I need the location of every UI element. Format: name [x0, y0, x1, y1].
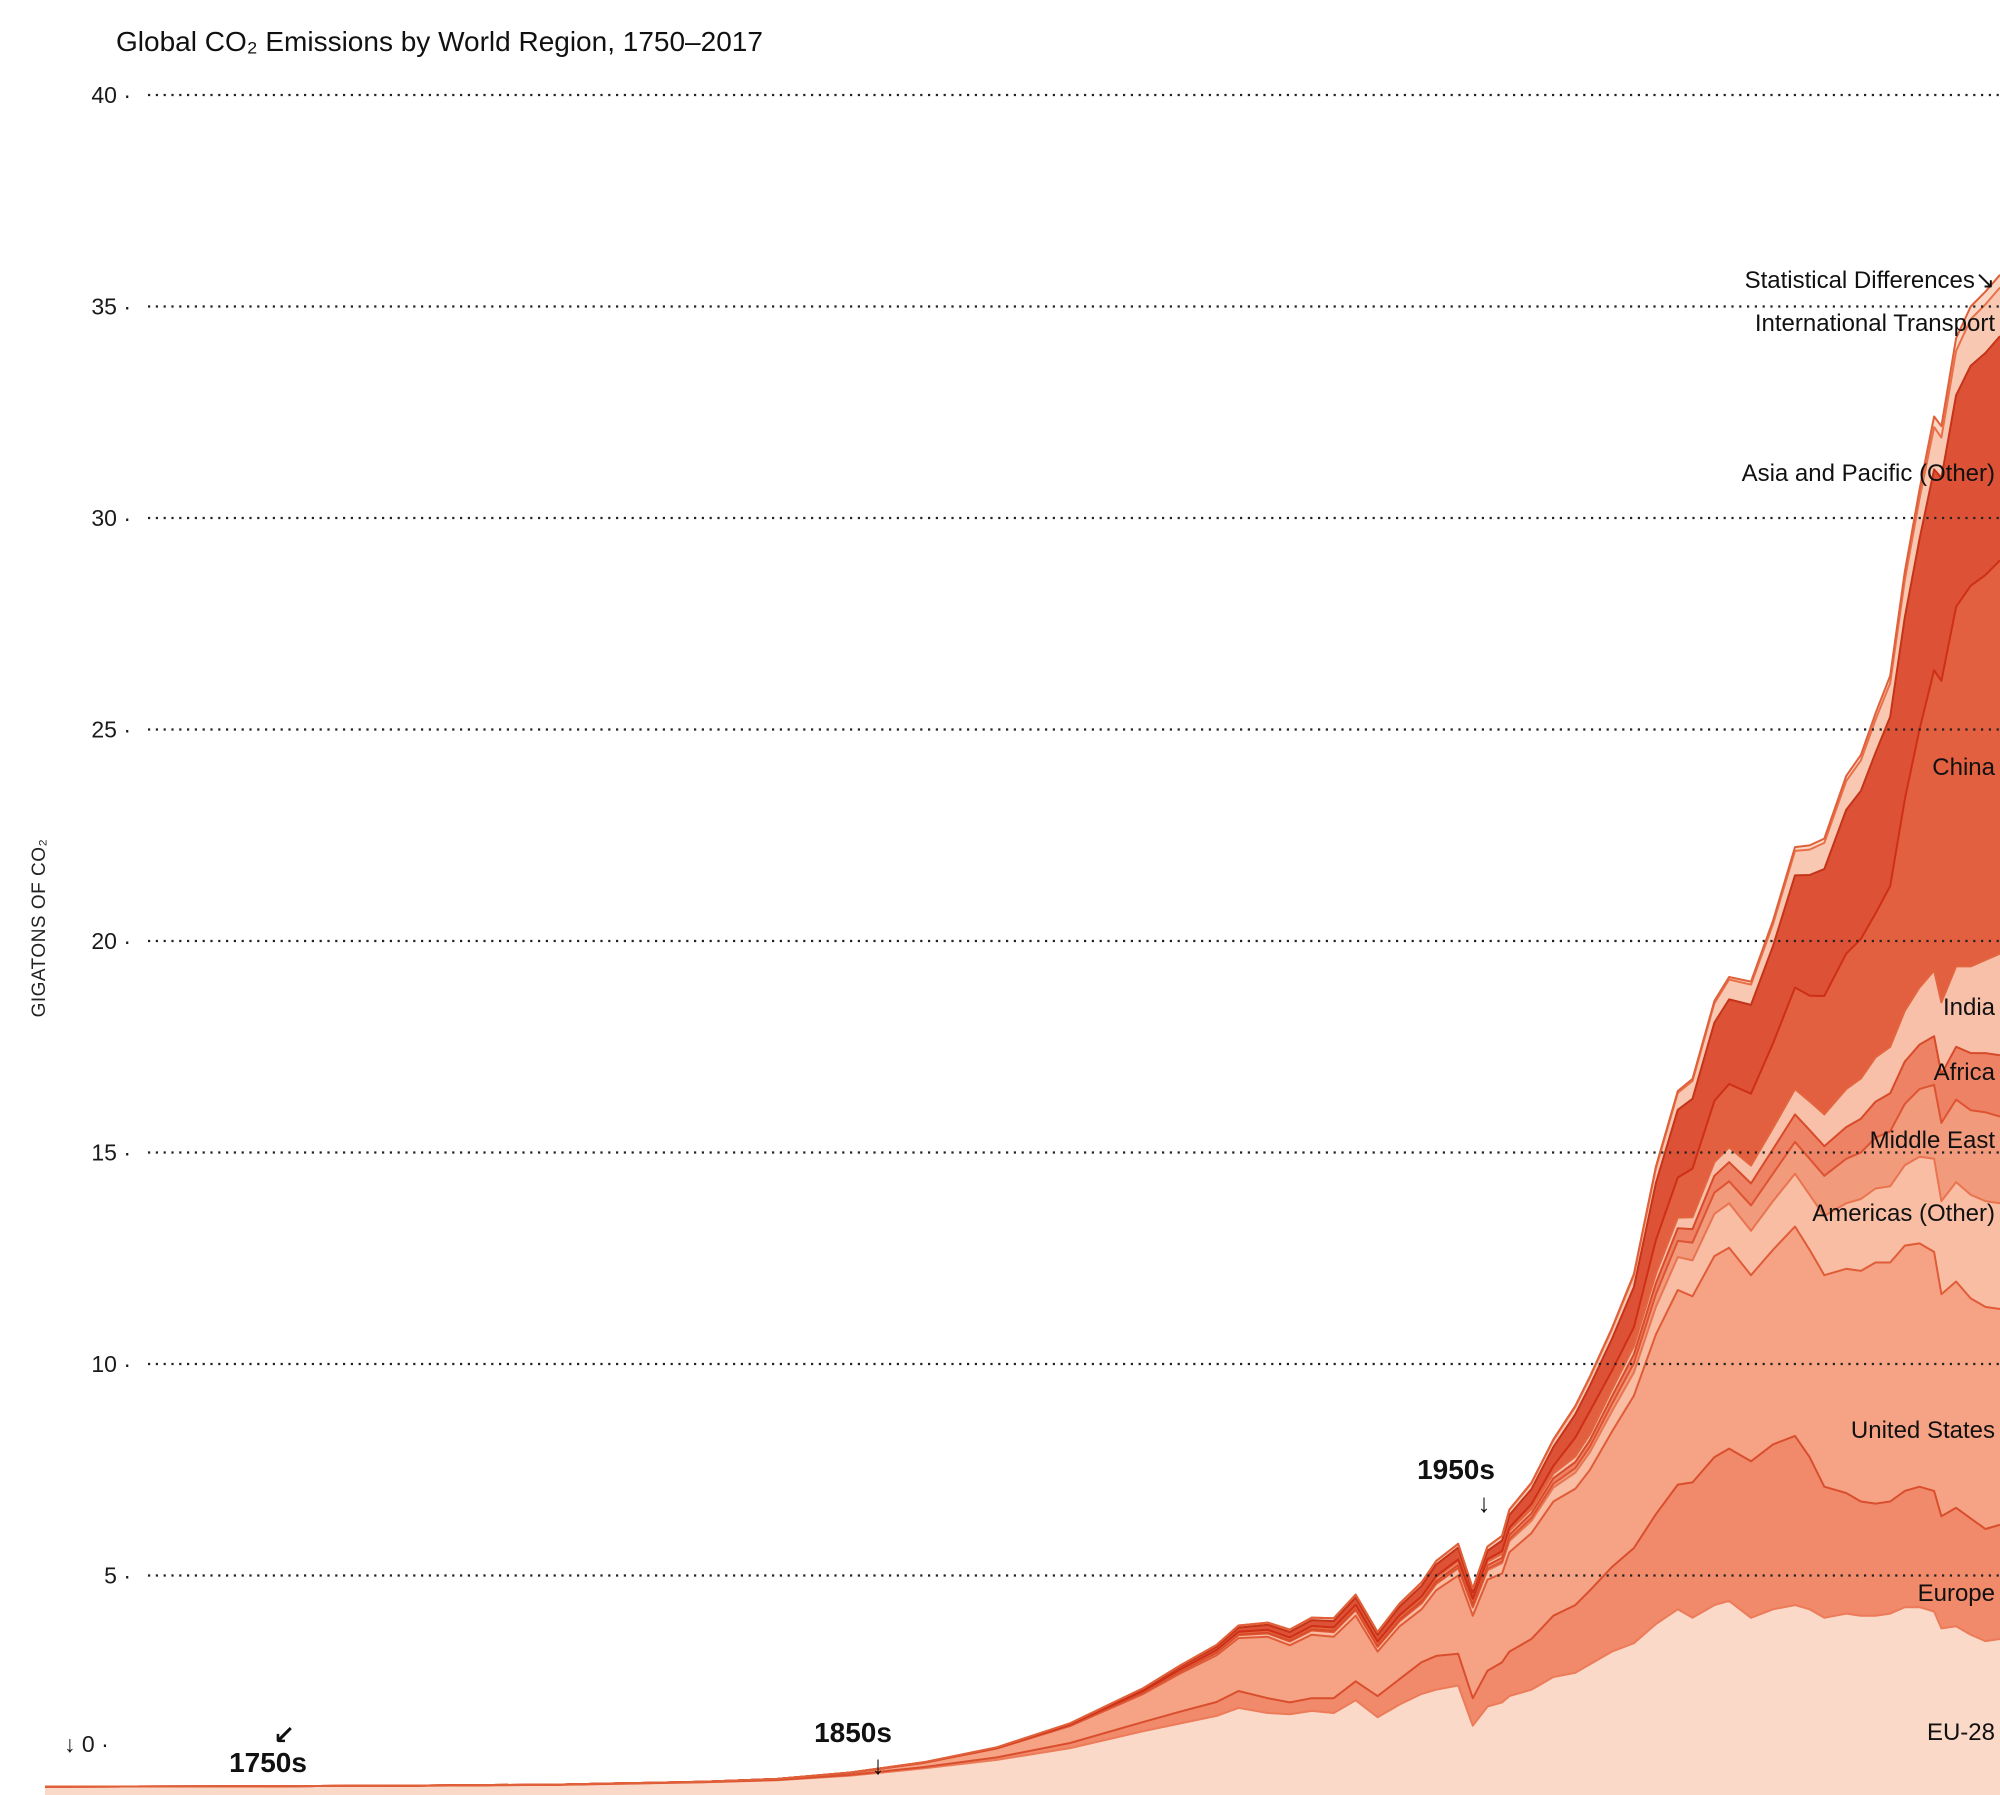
y-tick-25: 25 ·	[91, 717, 131, 743]
region-label-europe: Europe	[1918, 1580, 1995, 1607]
y-tick-5: 5 ·	[104, 1563, 131, 1589]
region-label-africa: Africa	[1934, 1059, 1996, 1086]
y-tick-20: 20 ·	[91, 928, 131, 954]
y-tick-30: 30 ·	[91, 505, 131, 531]
region-label-asia-pacific-other: Asia and Pacific (Other)	[1742, 460, 1995, 487]
y-tick-35: 35 ·	[91, 294, 131, 320]
y-tick-15: 15 ·	[91, 1140, 131, 1166]
decade-label-1750s: 1750s	[229, 1747, 307, 1778]
area-united-states	[45, 1226, 2000, 1787]
area-eu-28	[45, 1600, 2000, 1795]
decade-arrow-1850s: ↓	[872, 1750, 885, 1780]
decade-arrow-1950s: ↓	[1478, 1488, 1491, 1518]
y-tick-40: 40 ·	[91, 82, 131, 108]
region-label-united-states: United States	[1851, 1417, 1995, 1444]
area-middle-east	[45, 1084, 2000, 1787]
region-label-statistical-differences: Statistical Differences↘	[1745, 267, 1995, 294]
region-label-china: China	[1932, 754, 1995, 781]
chart-title: Global CO₂ Emissions by World Region, 17…	[116, 26, 763, 57]
y-tick-0: ↓ 0 ·	[64, 1731, 109, 1757]
region-label-americas-other: Americas (Other)	[1812, 1200, 1995, 1227]
decade-label-1950s: 1950s	[1417, 1454, 1495, 1485]
y-tick-10: 10 ·	[91, 1351, 131, 1377]
region-label-middle-east: Middle East	[1870, 1127, 1996, 1154]
edge-china	[44, 559, 2000, 1788]
decade-label-1850s: 1850s	[814, 1717, 892, 1748]
region-label-international-transport: International Transport	[1755, 310, 1995, 337]
area-americas-other	[45, 1156, 2000, 1787]
edge-europe	[44, 1434, 2000, 1788]
region-label-eu-28: EU-28	[1927, 1719, 1995, 1746]
decade-arrow-1750s: ↙	[273, 1720, 295, 1750]
area-europe	[45, 1435, 2000, 1787]
edge-eu-28	[44, 1599, 2000, 1788]
region-label-india: India	[1943, 994, 1996, 1021]
edge-statistical-differences	[44, 274, 2000, 1788]
